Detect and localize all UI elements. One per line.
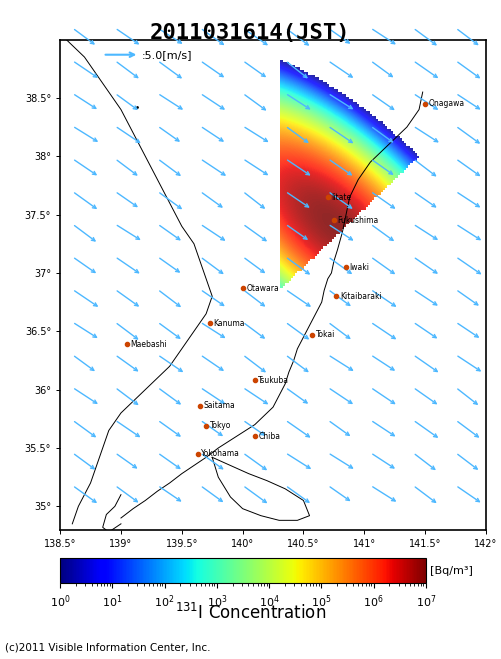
Text: Iwaki: Iwaki	[350, 262, 370, 272]
Text: Fukushima: Fukushima	[338, 216, 379, 225]
Text: :5.0[m/s]: :5.0[m/s]	[142, 49, 192, 60]
Text: 2011031614(JST): 2011031614(JST)	[150, 23, 351, 43]
Text: [Bq/m³]: [Bq/m³]	[429, 565, 472, 576]
Text: Tokyo: Tokyo	[210, 421, 231, 430]
Text: Otawara: Otawara	[246, 283, 279, 293]
Text: Tsukuba: Tsukuba	[259, 376, 290, 385]
Text: Iitate: Iitate	[332, 192, 352, 202]
Text: Yokohama: Yokohama	[201, 449, 240, 458]
Text: Onagawa: Onagawa	[429, 100, 465, 108]
Text: Maebashi: Maebashi	[131, 339, 167, 349]
Text: Saitama: Saitama	[204, 401, 235, 411]
Text: (c)2011 Visible Information Center, Inc.: (c)2011 Visible Information Center, Inc.	[5, 643, 210, 652]
Text: Chiba: Chiba	[259, 432, 281, 441]
Text: Kanuma: Kanuma	[213, 318, 245, 328]
Text: Kitaibaraki: Kitaibaraki	[340, 292, 382, 301]
Text: Tokai: Tokai	[316, 330, 335, 339]
Text: $^{131}$I Concentration: $^{131}$I Concentration	[175, 603, 326, 623]
